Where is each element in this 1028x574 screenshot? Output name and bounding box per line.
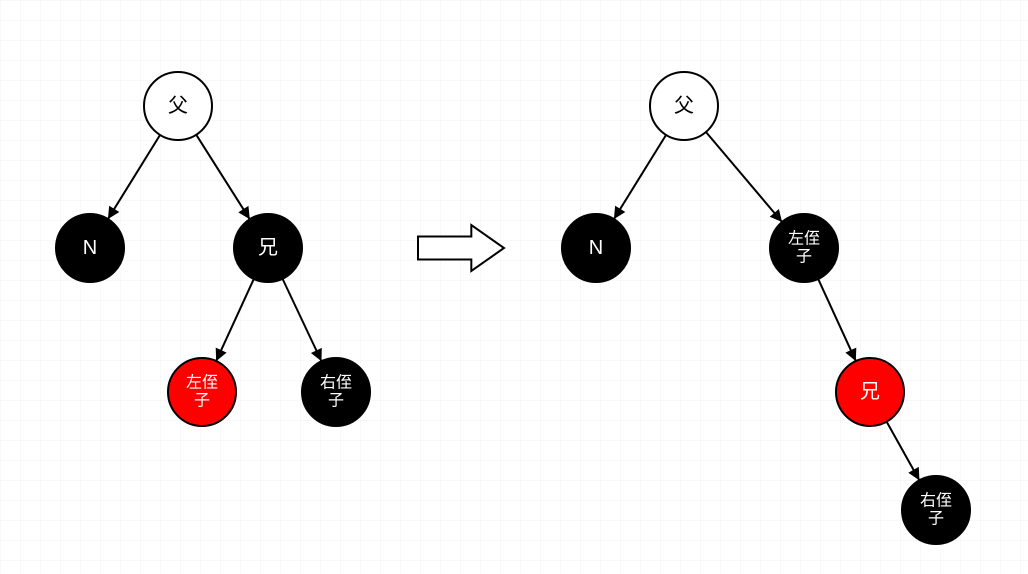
node-label: 父: [674, 95, 694, 117]
tree-node: N: [56, 214, 124, 282]
diagram-canvas: 父N兄左侄子右侄子父N左侄子兄右侄子: [0, 0, 1028, 574]
tree-node: 右侄子: [302, 358, 370, 426]
tree-node: 兄: [836, 358, 904, 426]
node-label: 兄: [860, 381, 880, 403]
tree-node: 左侄子: [770, 214, 838, 282]
node-label: N: [83, 237, 97, 259]
node-label: N: [589, 237, 603, 259]
tree-node: 左侄子: [168, 358, 236, 426]
tree-node: 右侄子: [902, 476, 970, 544]
diagram-svg: 父N兄左侄子右侄子父N左侄子兄右侄子: [0, 0, 1028, 574]
node-label: 兄: [258, 237, 278, 259]
node-label: 父: [168, 95, 188, 117]
tree-node: 父: [144, 72, 212, 140]
tree-node: N: [562, 214, 630, 282]
tree-node: 兄: [234, 214, 302, 282]
tree-node: 父: [650, 72, 718, 140]
